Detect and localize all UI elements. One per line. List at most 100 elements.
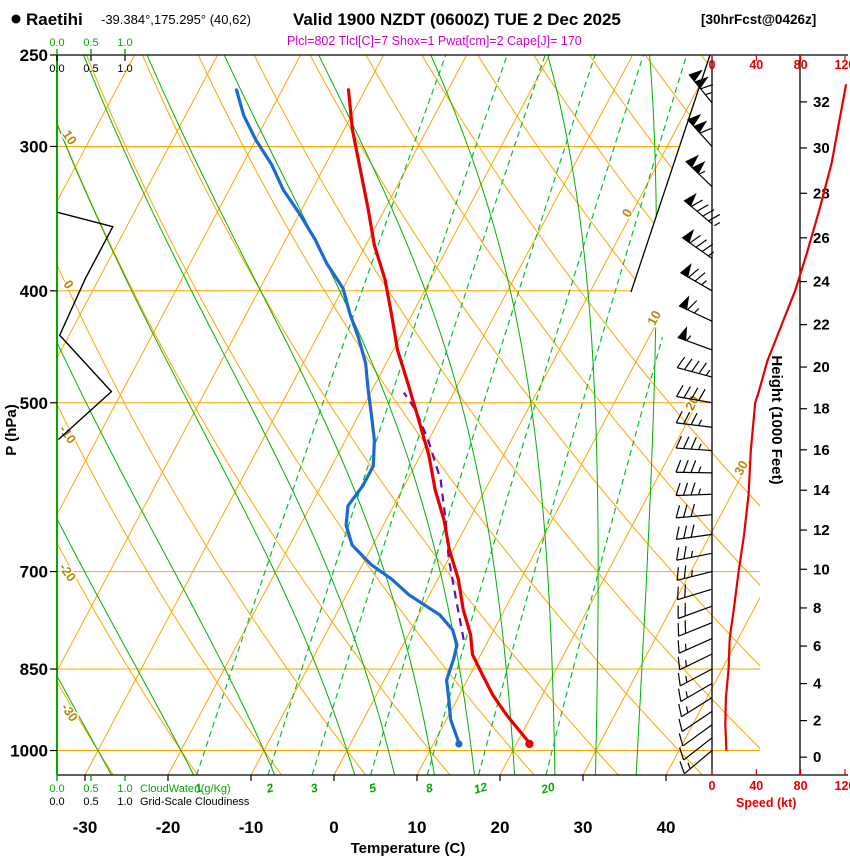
- mixing-ratio-label: 20: [539, 780, 557, 797]
- mixing-ratio-line: [426, 55, 644, 775]
- pressure-tick-label: 400: [20, 282, 48, 301]
- moist-adiabat-line: [317, 55, 516, 775]
- isotherm-line: [84, 55, 468, 775]
- wind-barb: [677, 653, 713, 671]
- mixing-ratio-line: [370, 55, 596, 775]
- moist-adiabat-line: [57, 55, 276, 775]
- surface-dewpoint-dot: [455, 740, 463, 748]
- dry-adiabat-label: -30: [58, 700, 81, 724]
- mixing-ratio-label: 8: [424, 780, 434, 795]
- wind-barb: [677, 602, 713, 620]
- valid-time: Valid 1900 NZDT (0600Z) TUE 2 Dec 2025: [293, 10, 621, 29]
- cloudiness-scale-label-bottom: 1.0: [117, 796, 132, 808]
- temperature-tick-label: -30: [73, 818, 98, 837]
- wind-barb: [678, 724, 713, 747]
- background-grid-green: [57, 55, 745, 775]
- dry-adiabat-line: [589, 55, 760, 775]
- moist-adiabat-line: [57, 55, 356, 775]
- height-axis-title: Height (1000 Feet): [768, 355, 785, 484]
- mixing-ratio-label: 1: [194, 780, 204, 795]
- sounding-curves: [234, 88, 534, 749]
- height-tick-label: 6: [813, 638, 821, 655]
- temperature-tick-label: -10: [239, 818, 264, 837]
- isotherm-label: 0: [619, 206, 636, 219]
- dry-adiabat-line: [57, 55, 451, 775]
- moist-adiabat-line: [57, 55, 195, 775]
- wind-barb: [679, 737, 713, 761]
- cloudiness-scale-label-top: 0.0: [49, 63, 64, 75]
- pressure-tick-label: 250: [20, 46, 48, 65]
- cloudiness-scale-label-bottom: 0.5: [83, 796, 98, 808]
- moist-adiabat-line: [223, 55, 476, 775]
- wind-barb: [677, 326, 713, 351]
- isotherm-line: [57, 55, 136, 775]
- mixing-ratio-label: 3: [309, 780, 319, 795]
- isotherm-line: [167, 55, 551, 775]
- speed-curve: [724, 84, 848, 751]
- isotherm-line: [499, 55, 760, 775]
- speed-tick-label-bottom: 40: [749, 779, 763, 793]
- wind-barb: [676, 384, 713, 404]
- cloudiness-scale-label-top: 0.5: [83, 63, 98, 75]
- station-name: Raetihi: [26, 10, 83, 29]
- mixing-ratio-label: 2: [264, 780, 275, 796]
- wind-barb: [677, 620, 713, 637]
- speed-tick-label-bottom: 0: [709, 779, 716, 793]
- wind-barb: [679, 750, 713, 775]
- wind-barb: [678, 697, 713, 718]
- height-tick-label: 26: [813, 230, 830, 247]
- mixing-ratio-line: [267, 55, 508, 775]
- cloudwater-scale-label-top: 0.5: [83, 37, 98, 49]
- isotherm-line: [250, 55, 634, 775]
- wind-barb: [679, 263, 713, 292]
- dry-adiabat-line: [57, 55, 367, 775]
- isotherm-line: [333, 55, 717, 775]
- temperature-curve: [346, 88, 531, 745]
- temperature-tick-label: 40: [657, 818, 676, 837]
- cloudwater-scale-label-top: 0.0: [49, 37, 64, 49]
- dry-adiabat-line: [365, 55, 760, 775]
- isotherm-line: [582, 55, 760, 775]
- wind-barb: [681, 229, 714, 259]
- moist-adiabat-line: [635, 55, 657, 775]
- height-tick-label: 14: [813, 482, 830, 499]
- temperature-tick-label: 20: [491, 818, 510, 837]
- moist-adiabat-line: [547, 55, 599, 775]
- pressure-tick-label: 500: [20, 394, 48, 413]
- wind-barb: [685, 154, 713, 188]
- mixing-ratio-line: [477, 55, 688, 775]
- stability-parameters: Plcl=802 Tlcl[C]=7 Shox=1 Pwat[cm]=2 Cap…: [287, 34, 582, 48]
- temperature-tick-label: 10: [408, 818, 427, 837]
- height-tick-label: 4: [813, 676, 822, 693]
- height-tick-label: 12: [813, 522, 830, 539]
- cloudwater-scale-label-bottom: 0.5: [83, 783, 98, 795]
- speed-tick-label-bottom: 80: [794, 779, 808, 793]
- speed-axis-title: Speed (kt): [736, 796, 796, 810]
- dry-adiabat-line: [57, 55, 114, 775]
- pressure-axis-title: P (hPa): [3, 404, 20, 455]
- moist-adiabat-line: [146, 55, 436, 775]
- height-tick-label: 8: [813, 600, 821, 617]
- wind-barb: [677, 668, 713, 687]
- height-tick-label: 16: [813, 442, 830, 459]
- mixing-ratio-line: [196, 55, 447, 775]
- moist-adiabat-line: [82, 55, 396, 775]
- wind-barb: [676, 584, 713, 601]
- mixing-ratio-line: [311, 55, 546, 775]
- cloudwater-axis-title: CloudWater (g/Kg): [140, 783, 231, 795]
- wind-barb: [675, 482, 713, 497]
- dry-adiabat-line: [197, 55, 703, 775]
- height-tick-label: 2: [813, 713, 821, 730]
- dry-adiabat-line: [253, 55, 760, 775]
- pressure-tick-label: 850: [20, 660, 48, 679]
- dry-adiabat-label: -20: [56, 560, 79, 584]
- speed-tick-label-top: 120: [835, 58, 850, 72]
- wind-barb-column: [675, 69, 721, 775]
- surface-temperature-dot: [525, 739, 534, 749]
- wind-barb: [675, 435, 713, 452]
- cloudiness-axis-title: Grid-Scale Cloudiness: [140, 796, 250, 808]
- plot-corner-cut-line: [630, 54, 711, 293]
